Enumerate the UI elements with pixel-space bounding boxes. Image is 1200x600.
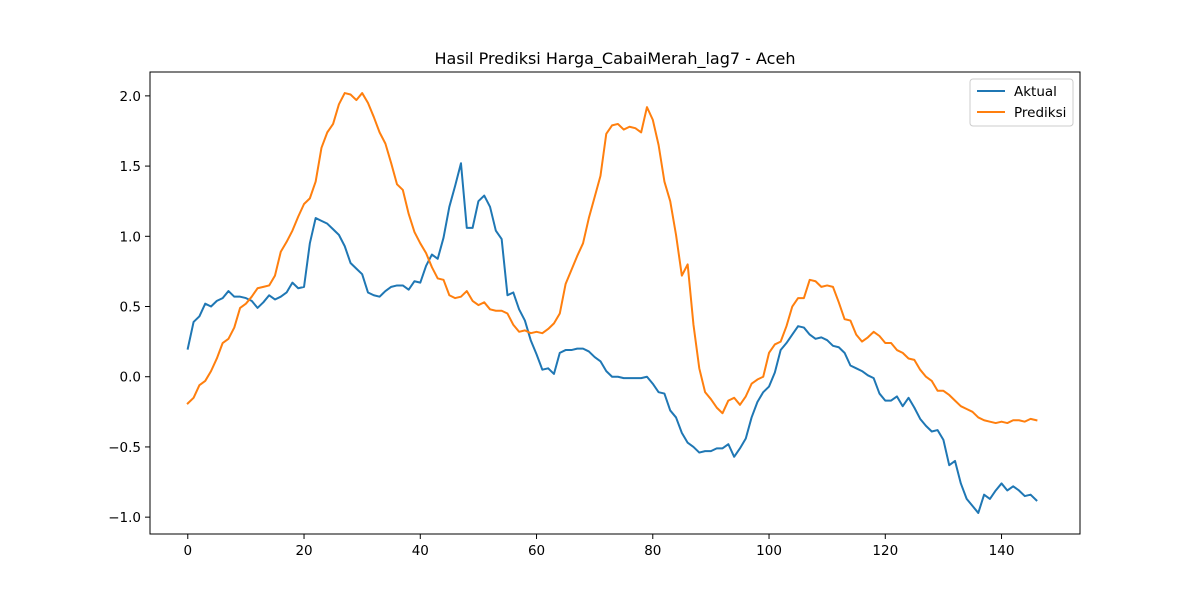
x-tick-label: 20 xyxy=(295,543,312,559)
y-axis: −1.0 −0.5 0.0 0.5 1.0 1.5 2.0 xyxy=(108,89,150,526)
x-axis: 0 20 40 60 80 100 120 140 xyxy=(183,534,1014,559)
x-tick-label: 80 xyxy=(644,543,661,559)
legend-label-prediksi: Prediksi xyxy=(1014,105,1066,121)
legend-label-aktual: Aktual xyxy=(1014,84,1057,100)
y-tick-label: −0.5 xyxy=(108,440,141,456)
series-line-prediksi xyxy=(186,92,1038,425)
x-tick-label: 140 xyxy=(989,543,1015,559)
y-tick-label: 0.5 xyxy=(120,300,141,316)
x-tick-label: 100 xyxy=(756,543,782,559)
legend: Aktual Prediksi xyxy=(969,78,1074,127)
y-tick-label: 1.5 xyxy=(120,159,141,175)
chart-title: Hasil Prediksi Harga_CabaiMerah_lag7 - A… xyxy=(435,49,796,69)
x-tick-label: 60 xyxy=(528,543,545,559)
y-tick-label: 2.0 xyxy=(120,89,141,105)
y-tick-label: −1.0 xyxy=(108,510,141,526)
series-line-aktual xyxy=(186,162,1038,514)
x-tick-label: 0 xyxy=(183,543,192,559)
series-group xyxy=(186,92,1038,514)
x-tick-label: 120 xyxy=(872,543,898,559)
y-tick-label: 0.0 xyxy=(120,370,141,386)
y-tick-label: 1.0 xyxy=(120,229,141,245)
plot-frame xyxy=(149,71,1081,535)
x-tick-label: 40 xyxy=(412,543,429,559)
